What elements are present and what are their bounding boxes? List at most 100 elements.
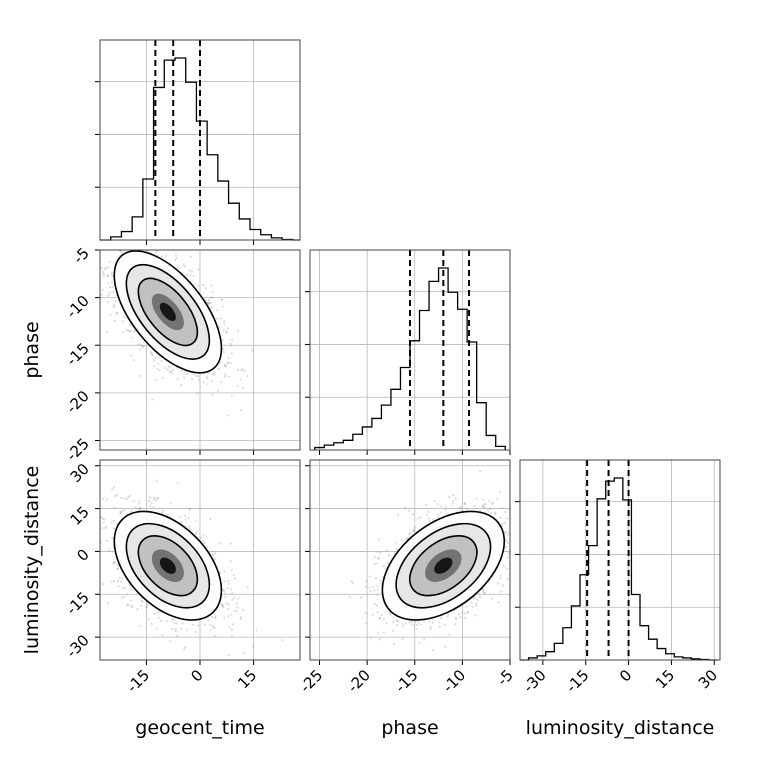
y-tick-label: -25 <box>63 435 93 465</box>
scatter-point <box>170 369 173 373</box>
scatter-point <box>246 374 249 378</box>
scatter-point <box>454 623 457 626</box>
scatter-point <box>107 549 111 552</box>
scatter-point <box>409 532 412 535</box>
scatter-point <box>395 623 399 626</box>
scatter-point <box>227 579 230 583</box>
scatter-point <box>130 605 133 608</box>
scatter-point <box>227 603 230 606</box>
scatter-point <box>515 527 517 529</box>
scatter-point <box>229 342 232 345</box>
y-tick-label: -30 <box>63 631 93 661</box>
scatter-point <box>136 343 140 346</box>
scatter-point <box>444 508 447 512</box>
scatter-point <box>188 525 191 528</box>
scatter-point <box>491 501 495 504</box>
scatter-point <box>373 602 376 606</box>
scatter-point <box>179 627 183 630</box>
scatter-point <box>202 381 206 384</box>
scatter-point <box>194 630 197 634</box>
scatter-point <box>496 498 499 501</box>
scatter-point <box>457 613 461 616</box>
scatter-point <box>106 539 109 542</box>
scatter-point <box>242 651 245 654</box>
scatter-point <box>473 504 476 507</box>
x-tick-label: -15 <box>562 666 592 696</box>
scatter-point <box>251 349 254 352</box>
scatter-point <box>130 235 132 237</box>
scatter-point <box>160 255 163 258</box>
scatter-point <box>365 579 368 583</box>
scatter-point <box>230 613 233 616</box>
scatter-point <box>122 233 124 235</box>
scatter-point <box>123 509 126 512</box>
scatter-point <box>96 277 98 279</box>
x-tick-label: -30 <box>520 666 550 696</box>
scatter-point <box>204 287 207 290</box>
scatter-point <box>100 267 103 270</box>
scatter-point <box>171 619 174 622</box>
scatter-point <box>146 603 149 606</box>
scatter-point <box>116 564 119 567</box>
scatter-point <box>112 527 116 530</box>
scatter-point <box>150 622 153 625</box>
scatter-point <box>392 620 395 623</box>
scatter-point <box>123 497 126 500</box>
scatter-point <box>111 285 114 289</box>
scatter-point <box>416 517 419 520</box>
scatter-point <box>110 271 114 274</box>
scatter-point <box>92 563 94 565</box>
scatter-point <box>121 577 124 580</box>
scatter-point <box>192 274 195 277</box>
scatter-point <box>209 628 212 632</box>
scatter-point <box>198 379 201 382</box>
density-contour <box>159 557 176 574</box>
scatter-point <box>504 521 507 524</box>
scatter-point <box>408 532 411 536</box>
scatter-point <box>499 590 502 593</box>
scatter-point <box>377 556 380 559</box>
density-contour <box>159 302 176 322</box>
scatter-point <box>395 541 398 544</box>
scatter-point <box>213 558 216 561</box>
scatter-point <box>139 374 142 377</box>
scatter-point <box>130 510 133 513</box>
scatter-point <box>511 558 513 560</box>
scatter-point <box>481 588 484 592</box>
scatter-point <box>147 617 150 621</box>
scatter-point <box>124 316 128 319</box>
scatter-point <box>364 622 367 625</box>
scatter-point <box>210 284 213 287</box>
scatter-point <box>514 543 516 545</box>
scatter-point <box>229 560 232 563</box>
scatter-point <box>112 562 115 565</box>
scatter-point <box>506 531 509 534</box>
scatter-point <box>489 507 492 511</box>
scatter-point <box>224 364 228 368</box>
scatter-point <box>378 551 382 555</box>
y-tick-label: -15 <box>63 588 93 618</box>
scatter-point <box>231 338 234 341</box>
scatter-point <box>116 567 119 570</box>
scatter-point <box>429 625 432 628</box>
x-tick-label: -25 <box>296 666 326 696</box>
scatter-point <box>120 510 123 513</box>
scatter-point <box>138 507 141 510</box>
scatter-point <box>376 584 379 588</box>
scatter-point <box>224 373 227 376</box>
scatter-point <box>219 542 222 545</box>
scatter-point <box>438 625 441 628</box>
scatter-point <box>479 596 482 599</box>
scatter-point <box>98 225 100 227</box>
y-tick-label: -5 <box>70 244 93 267</box>
scatter-point <box>385 622 388 625</box>
scatter-point <box>86 225 88 227</box>
scatter-point <box>378 638 381 641</box>
scatter-point <box>107 282 110 285</box>
scatter-point <box>176 377 179 381</box>
marginal-histogram-luminosity_distance <box>520 477 718 661</box>
scatter-point <box>104 266 107 269</box>
scatter-point <box>551 513 553 515</box>
scatter-point <box>498 490 501 494</box>
scatter-point <box>157 356 160 359</box>
